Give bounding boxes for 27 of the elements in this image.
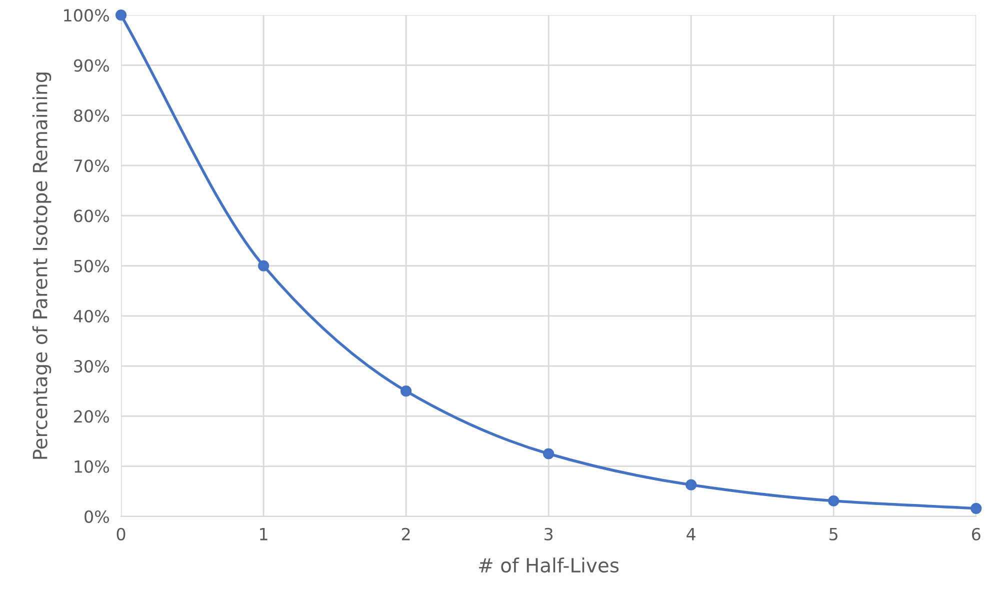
y-axis-title: Percentage of Parent Isotope Remaining [32, 72, 52, 459]
x-tick-label: 4 [686, 528, 696, 540]
x-axis-title: # of Half-Lives [479, 558, 619, 573]
x-tick-label: 6 [972, 528, 980, 540]
y-tick-label: 60% [74, 210, 109, 222]
y-tick-label: 40% [74, 310, 109, 322]
point [686, 479, 697, 490]
y-tick-label: 0% [84, 510, 109, 523]
point [400, 386, 412, 397]
point [543, 448, 554, 460]
x-tick-label: 2 [402, 528, 410, 540]
y-tick-label: 20% [74, 410, 109, 423]
x-tick-label: 1 [260, 528, 268, 540]
point [258, 260, 270, 272]
x-tick-label: 0 [116, 528, 126, 540]
point [970, 502, 982, 514]
point [828, 495, 840, 506]
x-tick-label: 3 [544, 528, 553, 540]
y-tick-label: 100% [64, 9, 109, 22]
y-tick-label: 30% [74, 360, 109, 373]
y-tick-label: 80% [74, 109, 109, 122]
point [115, 10, 127, 21]
x-tick-label: 5 [830, 528, 838, 540]
y-tick-label: 70% [74, 159, 109, 172]
y-tick-label: 50% [74, 260, 109, 272]
y-tick-label: 90% [74, 59, 109, 72]
y-tick-label: 10% [74, 460, 109, 473]
